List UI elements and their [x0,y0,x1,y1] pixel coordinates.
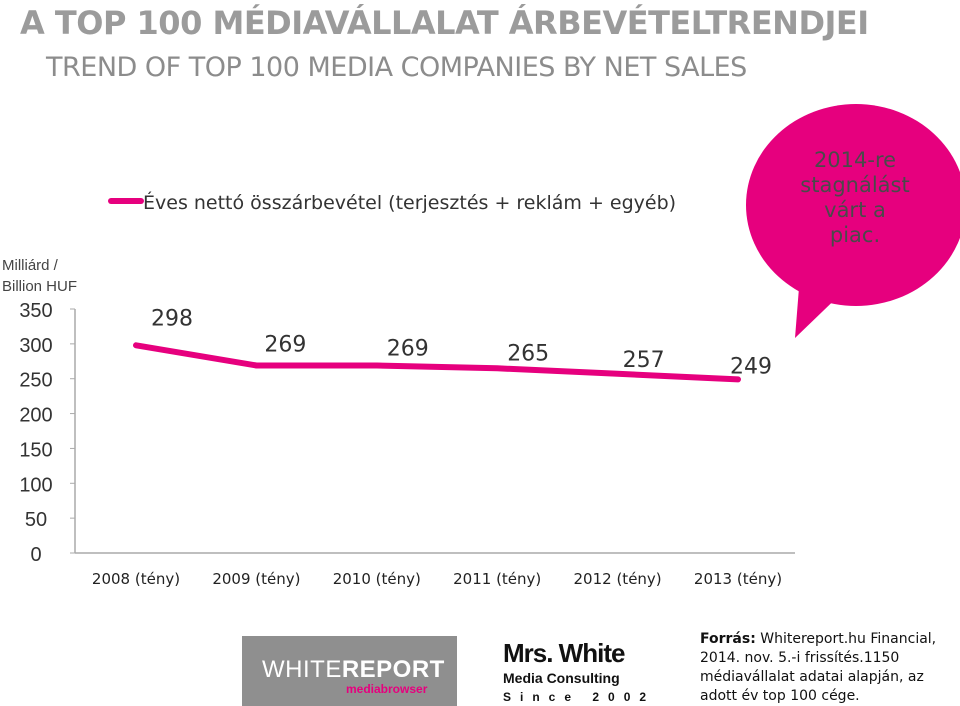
x-tick-labels: 2008 (tény) 2009 (tény) 2010 (tény) 2011 (t… [92,570,782,588]
whitereport-wordmark-white: WHITE [262,656,342,683]
y-axis-unit-label: Milliárd / Billion HUF [2,255,82,297]
callout-bubble [746,104,960,338]
x-tick-label: 2010 (tény) [333,570,421,588]
mrswhite-wordmark: Mrs. White [503,638,625,668]
x-tick-label: 2011 (tény) [453,570,541,588]
y-tick-label: 100 [19,474,52,496]
whitereport-logo: WHITEREPORT mediabrowser [242,636,457,706]
chart-legend: Éves nettó összárbevétel (terjesztés + r… [108,191,676,214]
callout-line: 2014-re [813,148,897,172]
y-tick-labels: 0 50 100 150 200 250 300 350 [19,300,52,566]
data-label: 269 [387,336,429,361]
series-line [133,342,741,383]
chart-axes [70,308,795,554]
data-label: 257 [623,348,665,373]
mrswhite-subtitle: Media Consulting [503,670,620,686]
x-tick-label: 2009 (tény) [212,570,300,588]
data-label: 265 [507,341,549,366]
y-tick-label: 200 [19,405,52,427]
y-tick-label: 50 [25,509,47,531]
data-label: 298 [151,306,193,331]
sales-trend-chart: 0 50 100 150 200 250 300 350 2008 (tény) 2009 (t… [19,104,960,588]
y-axis-unit-line-1: Milliárd / [2,257,58,274]
callout-line: stagnálást [800,173,910,197]
data-label: 249 [730,354,772,379]
x-tick-label: 2012 (tény) [574,570,662,588]
source-text: Whitereport.hu Financial, 2014. nov. 5.-… [700,631,937,704]
data-label: 269 [264,332,306,357]
x-tick-label: 2013 (tény) [694,570,782,588]
callout-line: piac. [829,223,881,247]
y-tick-label: 150 [19,439,52,461]
whitereport-tagline: mediabrowser [346,682,428,696]
series-line-group [133,342,741,383]
y-tick-label: 0 [30,544,41,566]
y-tick-label: 250 [19,370,52,392]
whitereport-wordmark-report: REPORT [341,656,445,683]
whitereport-wordmark: WHITEREPORT [262,656,445,684]
callout-ellipse [746,104,960,306]
y-tick-label: 300 [19,335,52,357]
callout-text: 2014-re stagnálást várt a piac. [780,148,930,248]
source-note: Forrás: Whitereport.hu Financial, 2014. … [700,630,958,706]
source-label: Forrás: [700,631,756,647]
data-labels: 298 269 269 265 257 249 [151,306,772,379]
mrswhite-since: Since 2002 [503,690,656,704]
page-subtitle: TREND OF TOP 100 MEDIA COMPANIES BY NET … [46,52,747,83]
y-tick-label: 350 [19,300,52,322]
page-title: A TOP 100 MÉDIAVÁLLALAT ÁRBEVÉTELTRENDJE… [20,4,869,42]
x-tick-label: 2008 (tény) [92,570,180,588]
legend-label: Éves nettó összárbevétel (terjesztés + r… [143,191,676,214]
mrswhite-logo: Mrs. White Media Consulting Since 2002 [503,638,646,706]
callout-line: várt a [824,198,886,222]
y-axis-unit-line-2: Billion HUF [2,278,78,295]
